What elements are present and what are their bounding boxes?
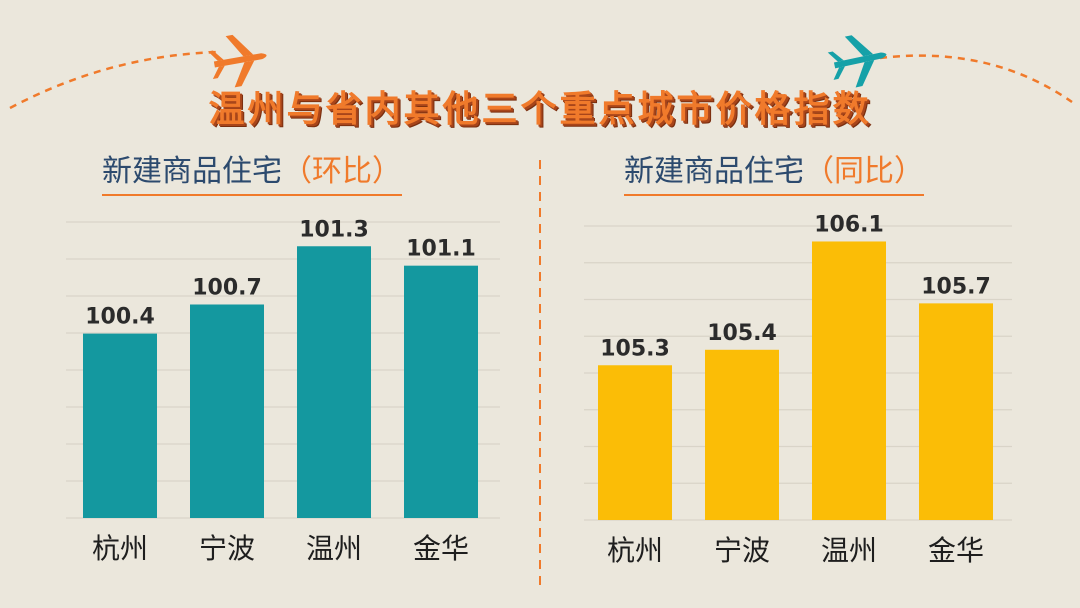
bar-value-label: 101.1: [406, 237, 476, 262]
bar-value-label: 106.1: [814, 212, 884, 237]
subtitle-yoy-paren: （同比）: [804, 154, 924, 189]
category-label: 杭州: [92, 532, 148, 565]
bar: [297, 246, 371, 518]
category-label: 宁波: [199, 532, 255, 565]
airplane-icon-body: [833, 52, 887, 69]
bar: [190, 304, 264, 518]
subtitle-mom-main: 新建商品住宅: [102, 154, 282, 189]
airplane-icon-body: [213, 53, 267, 68]
airplane-icon-wing-bottom: [234, 60, 255, 88]
subtitle-yoy-main: 新建商品住宅: [624, 154, 804, 189]
subtitle-mom: 新建商品住宅（环比）: [102, 146, 402, 196]
airplane-icon-wing-top: [225, 34, 254, 57]
category-label: 温州: [306, 532, 362, 565]
subtitle-yoy: 新建商品住宅（同比）: [624, 146, 924, 196]
chart-mom: 100.4 杭州 100.7 宁波 101.3 温州 101.1 金华: [66, 217, 500, 565]
category-label: 金华: [928, 534, 984, 567]
flight-path-right: [879, 54, 1073, 104]
category-label: 杭州: [607, 534, 663, 567]
bar: [705, 349, 779, 520]
bar-value-label: 105.3: [600, 336, 670, 361]
airplane-icon-tail: [827, 51, 845, 80]
airplane-icon-wing-bottom: [855, 60, 875, 88]
bar-value-label: 100.7: [192, 275, 262, 300]
bar-value-label: 100.4: [85, 305, 155, 330]
airplane-icon-tail: [208, 50, 225, 79]
bar: [598, 365, 672, 520]
bar: [83, 333, 157, 518]
bar: [812, 241, 886, 520]
bar-value-label: 101.3: [299, 217, 369, 242]
bar-value-label: 105.4: [707, 321, 777, 346]
bar-value-label: 105.7: [921, 274, 991, 299]
flight-path-left: [9, 50, 221, 110]
page-title: 温州与省内其他三个重点城市价格指数: [208, 89, 872, 130]
subtitle-mom-paren: （环比）: [282, 154, 402, 189]
airplane-icon: [827, 35, 887, 88]
chart-yoy: 105.3 杭州 105.4 宁波 106.1 温州 105.7 金华: [584, 212, 1012, 567]
airplane-icon-wing-top: [844, 35, 874, 57]
bar: [919, 303, 993, 520]
category-label: 温州: [821, 534, 877, 567]
category-label: 金华: [413, 532, 469, 565]
category-label: 宁波: [714, 534, 770, 567]
bar: [404, 265, 478, 518]
airplane-icon: [208, 34, 267, 88]
